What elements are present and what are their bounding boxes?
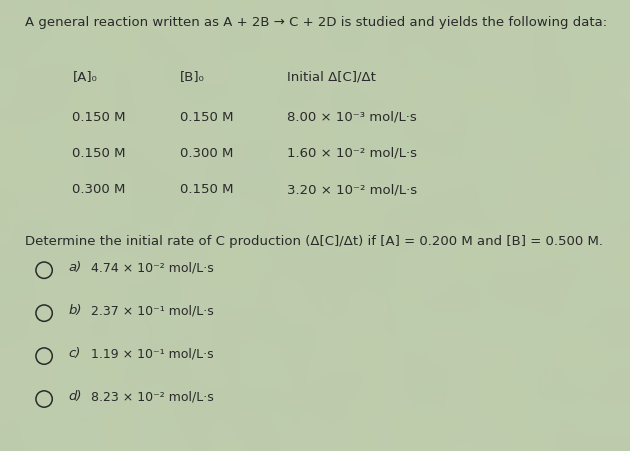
Text: 8.00 × 10⁻³ mol/L·s: 8.00 × 10⁻³ mol/L·s [287, 110, 416, 124]
Text: [B]₀: [B]₀ [180, 70, 204, 83]
Text: 0.300 M: 0.300 M [72, 183, 126, 196]
Text: 0.150 M: 0.150 M [72, 110, 126, 124]
Text: [A]₀: [A]₀ [72, 70, 97, 83]
Text: Initial Δ[C]/Δt: Initial Δ[C]/Δt [287, 70, 375, 83]
Text: A general reaction written as A + 2B → C + 2D is studied and yields the followin: A general reaction written as A + 2B → C… [25, 16, 607, 29]
Text: 3.20 × 10⁻² mol/L·s: 3.20 × 10⁻² mol/L·s [287, 183, 417, 196]
Text: 0.300 M: 0.300 M [180, 147, 233, 160]
Text: a): a) [68, 261, 81, 274]
Text: 1.60 × 10⁻² mol/L·s: 1.60 × 10⁻² mol/L·s [287, 147, 416, 160]
Text: 0.150 M: 0.150 M [72, 147, 126, 160]
Text: Determine the initial rate of C production (Δ[C]/Δt) if [A] = 0.200 M and [B] = : Determine the initial rate of C producti… [25, 235, 603, 248]
Text: 1.19 × 10⁻¹ mol/L·s: 1.19 × 10⁻¹ mol/L·s [91, 346, 214, 359]
Text: 4.74 × 10⁻² mol/L·s: 4.74 × 10⁻² mol/L·s [91, 261, 214, 274]
Text: 8.23 × 10⁻² mol/L·s: 8.23 × 10⁻² mol/L·s [91, 389, 214, 402]
Text: b): b) [68, 304, 81, 317]
Text: c): c) [68, 346, 81, 359]
Text: d): d) [68, 389, 81, 402]
Text: 2.37 × 10⁻¹ mol/L·s: 2.37 × 10⁻¹ mol/L·s [91, 304, 214, 317]
Text: 0.150 M: 0.150 M [180, 110, 233, 124]
Text: 0.150 M: 0.150 M [180, 183, 233, 196]
